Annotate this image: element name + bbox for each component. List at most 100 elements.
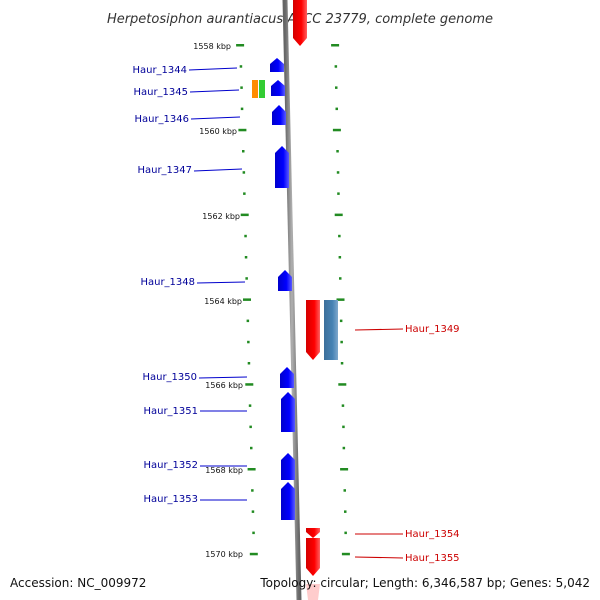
major-tick xyxy=(341,552,350,556)
minor-tick xyxy=(243,192,246,195)
major-tick xyxy=(332,128,341,132)
major-tick xyxy=(331,44,340,47)
gene-label-haur-1354[interactable]: Haur_1354 xyxy=(405,529,460,540)
leader-line xyxy=(196,281,246,284)
minor-tick xyxy=(338,256,342,259)
minor-tick xyxy=(239,65,243,68)
topology-label: Topology: circular; Length: 6,346,587 bp… xyxy=(260,576,590,590)
tick-marks-left xyxy=(236,44,258,556)
scale-label: 1560 kbp xyxy=(199,127,237,136)
scale-label: 1566 kbp xyxy=(205,381,243,390)
minor-tick xyxy=(336,171,340,174)
minor-tick xyxy=(250,446,253,450)
scale-label: 1570 kbp xyxy=(205,550,243,559)
gene-arrow-haur-1353[interactable] xyxy=(281,482,295,520)
minor-tick xyxy=(339,319,343,323)
scale-label: 1568 kbp xyxy=(205,466,243,475)
gene-arrow-haur-1352[interactable] xyxy=(281,453,295,480)
gene-arrow-haur-1345[interactable] xyxy=(271,80,285,96)
minor-tick xyxy=(251,510,255,513)
minor-tick xyxy=(242,150,245,153)
gene-arrow-haur-1355[interactable] xyxy=(306,538,320,576)
gene-arrow-haur-1347[interactable] xyxy=(275,146,289,188)
gene-label-haur-1347[interactable]: Haur_1347 xyxy=(137,165,192,176)
minor-tick xyxy=(335,107,338,111)
gene-label-haur-1350[interactable]: Haur_1350 xyxy=(142,372,197,383)
gene-label-haur-1353[interactable]: Haur_1353 xyxy=(143,494,198,505)
leader-line xyxy=(189,89,240,93)
gene-label-haur-1346[interactable]: Haur_1346 xyxy=(134,114,189,125)
gene-arrow-reverse[interactable] xyxy=(293,0,307,46)
gene-arrow-haur-1346[interactable] xyxy=(272,105,286,125)
major-tick xyxy=(238,128,247,132)
major-tick xyxy=(243,298,251,301)
minor-tick xyxy=(344,531,347,535)
gene-arrow-haur-1350[interactable] xyxy=(280,367,294,388)
minor-tick xyxy=(342,446,346,450)
forward-strand-features xyxy=(252,58,295,520)
scale-label: 1562 kbp xyxy=(202,212,240,221)
feature-block-orange[interactable] xyxy=(252,80,258,98)
gene-arrow-haur-1351[interactable] xyxy=(281,392,295,432)
scale-labels: 1558 kbp 1560 kbp 1562 kbp 1564 kbp 1566… xyxy=(193,42,243,559)
scale-label: 1564 kbp xyxy=(204,297,242,306)
gene-arrow-haur-1349[interactable] xyxy=(306,300,320,360)
major-tick xyxy=(247,468,256,471)
leader-lines xyxy=(188,67,404,559)
gene-label-haur-1349[interactable]: Haur_1349 xyxy=(405,324,460,335)
feature-block-haur-1349[interactable] xyxy=(324,300,338,360)
minor-tick xyxy=(240,86,243,89)
gene-label-haur-1351[interactable]: Haur_1351 xyxy=(143,406,198,417)
scale-label: 1558 kbp xyxy=(193,42,231,51)
gene-labels: Haur_1344 Haur_1345 Haur_1346 Haur_1347 … xyxy=(132,65,459,564)
major-tick xyxy=(236,44,245,47)
minor-tick xyxy=(334,65,338,68)
minor-tick xyxy=(336,150,339,153)
minor-tick xyxy=(242,171,246,174)
minor-tick xyxy=(341,404,345,407)
leader-line xyxy=(190,116,241,120)
gene-label-haur-1348[interactable]: Haur_1348 xyxy=(140,277,195,288)
minor-tick xyxy=(342,425,345,429)
leader-line xyxy=(198,376,248,379)
minor-tick xyxy=(240,107,244,111)
minor-tick xyxy=(245,277,248,280)
major-tick xyxy=(240,213,249,217)
minor-tick xyxy=(338,234,341,238)
minor-tick xyxy=(244,234,247,238)
major-tick xyxy=(249,552,258,556)
minor-tick xyxy=(244,256,248,259)
gene-label-haur-1352[interactable]: Haur_1352 xyxy=(143,460,198,471)
minor-tick xyxy=(335,86,338,89)
gene-arrow-haur-1344[interactable] xyxy=(270,58,284,72)
minor-tick xyxy=(247,340,250,344)
major-tick xyxy=(336,298,345,301)
chromosome-backbone xyxy=(282,0,302,600)
minor-tick xyxy=(249,425,252,429)
leader-line xyxy=(354,328,404,331)
minor-tick xyxy=(248,404,252,407)
gene-label-haur-1345[interactable]: Haur_1345 xyxy=(133,87,188,98)
gene-arrow-haur-1348[interactable] xyxy=(278,270,292,291)
minor-tick xyxy=(339,277,342,280)
leader-line xyxy=(354,556,404,559)
minor-tick xyxy=(344,510,347,513)
leader-line xyxy=(193,168,243,172)
gene-arrow-reverse[interactable] xyxy=(306,584,320,600)
major-tick xyxy=(338,383,347,386)
major-tick xyxy=(334,213,343,217)
accession-label: Accession: NC_009972 xyxy=(10,576,147,590)
gene-arrow-haur-1354[interactable] xyxy=(306,528,320,538)
minor-tick xyxy=(247,362,251,365)
minor-tick xyxy=(252,531,255,535)
minor-tick xyxy=(343,489,346,492)
feature-block-green[interactable] xyxy=(259,80,265,98)
minor-tick xyxy=(251,489,254,492)
leader-line xyxy=(188,67,238,71)
minor-tick xyxy=(246,319,250,323)
gene-label-haur-1344[interactable]: Haur_1344 xyxy=(132,65,187,76)
reverse-strand-features xyxy=(293,0,338,600)
tick-marks-right xyxy=(331,44,350,556)
gene-label-haur-1355[interactable]: Haur_1355 xyxy=(405,553,460,564)
